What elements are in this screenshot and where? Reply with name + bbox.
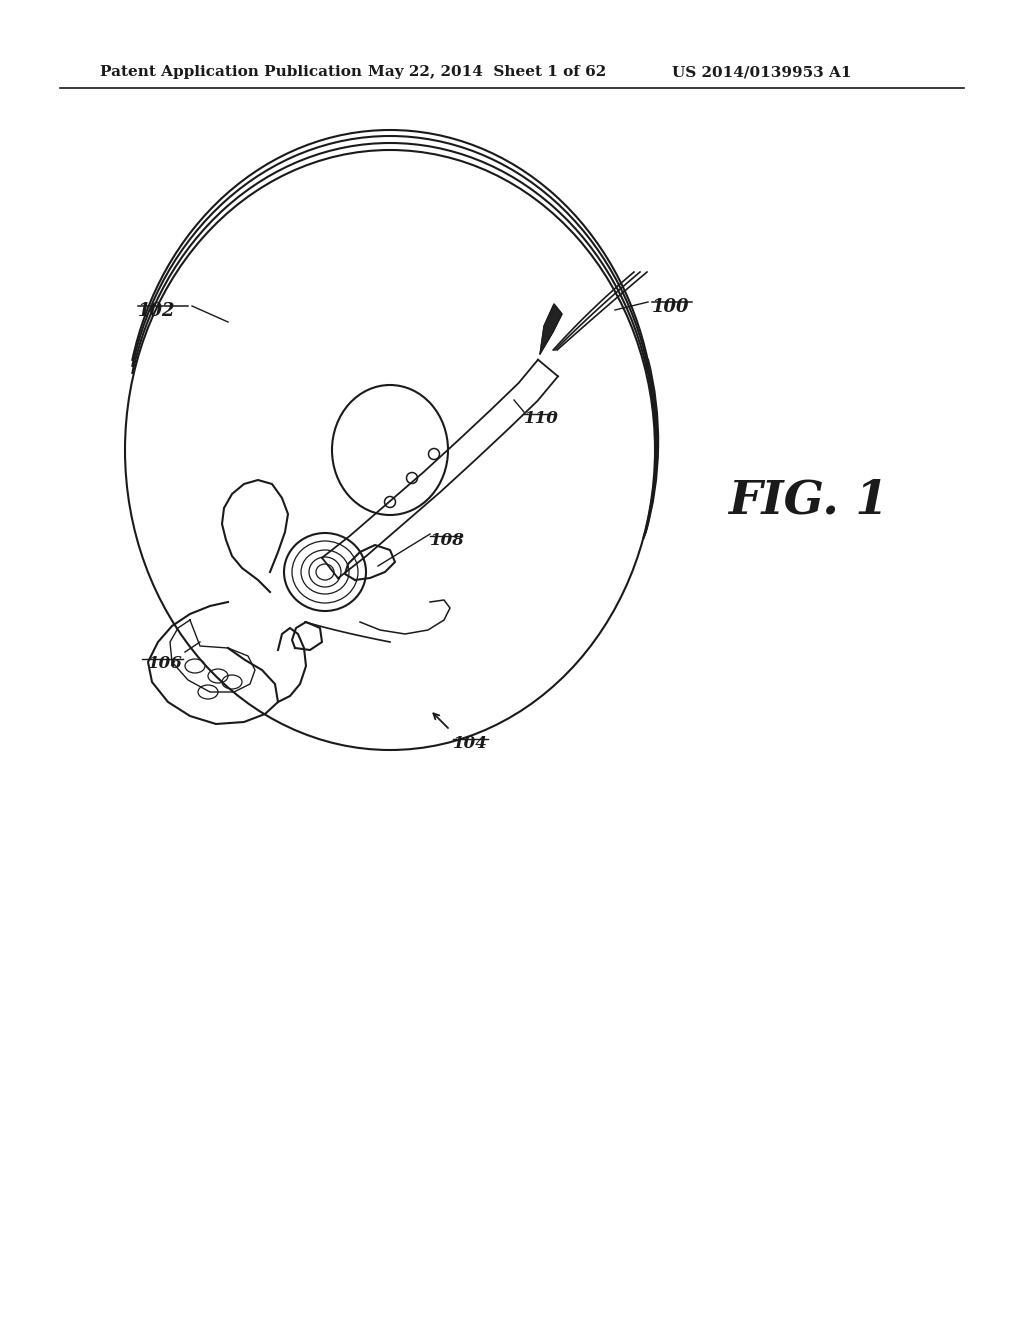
Text: 102: 102 xyxy=(138,302,175,319)
Text: May 22, 2014  Sheet 1 of 62: May 22, 2014 Sheet 1 of 62 xyxy=(368,65,606,79)
Text: Patent Application Publication: Patent Application Publication xyxy=(100,65,362,79)
Text: 110: 110 xyxy=(524,411,559,426)
Text: US 2014/0139953 A1: US 2014/0139953 A1 xyxy=(672,65,852,79)
Text: 108: 108 xyxy=(430,532,465,549)
Text: 106: 106 xyxy=(148,655,183,672)
Polygon shape xyxy=(540,304,562,354)
Text: 104: 104 xyxy=(453,735,487,752)
Text: 100: 100 xyxy=(652,298,689,315)
Text: FIG. 1: FIG. 1 xyxy=(728,477,888,523)
